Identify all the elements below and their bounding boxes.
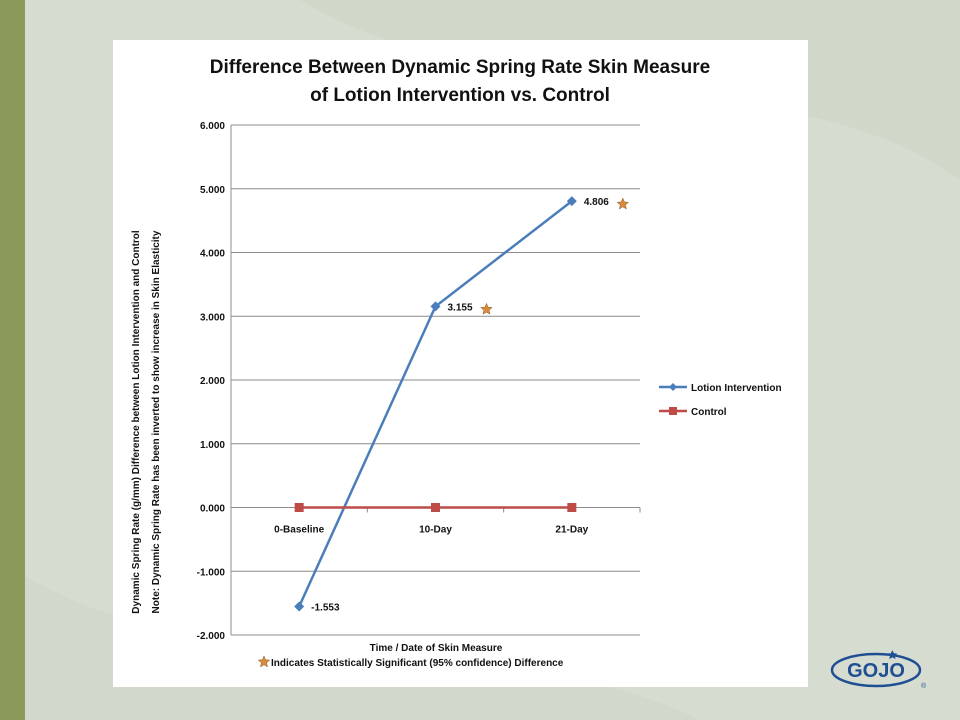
data-point-diamond: [430, 301, 441, 312]
y-tick-label: 5.000: [200, 185, 225, 196]
gojo-logo: GOJO ®: [830, 650, 927, 690]
series-group: [294, 196, 577, 612]
legend: Lotion Intervention Control: [659, 383, 782, 418]
line-chart: Difference Between Dynamic Spring Rate S…: [131, 57, 782, 669]
data-point-square: [294, 503, 304, 512]
y-axis-title-line-1: Dynamic Spring Rate (g/mm) Difference be…: [131, 230, 142, 614]
y-tick-label: 1.000: [200, 440, 225, 451]
logo-text: GOJO: [847, 660, 905, 682]
x-category-label: 0-Baseline: [274, 525, 324, 536]
y-axis-ticks: 6.000 5.000 4.000 3.000 2.000 1.000 0.000 -1.00…: [197, 121, 226, 642]
data-point-diamond: [566, 196, 577, 207]
y-tick-label: 2.000: [200, 376, 225, 387]
data-labels: -1.553 3.155 4.806: [311, 197, 609, 613]
x-category-label: 21-Day: [555, 525, 588, 536]
significance-stars: [480, 197, 630, 315]
footnote-text: Indicates Statistically Significant (95%…: [271, 658, 564, 669]
y-tick-label: 3.000: [200, 312, 225, 323]
y-tick-label: -1.000: [197, 567, 226, 578]
logo-registered-mark: ®: [921, 682, 927, 690]
y-tick-label: 6.000: [200, 121, 225, 132]
y-tick-label: 0.000: [200, 504, 225, 515]
series-line: [298, 200, 573, 608]
x-axis-title: Time / Date of Skin Measure: [370, 643, 503, 654]
footnote-star-icon: [257, 655, 271, 668]
chart-panel: Difference Between Dynamic Spring Rate S…: [113, 40, 808, 687]
significance-star-icon: [616, 197, 630, 210]
x-category-label: 10-Day: [419, 525, 452, 536]
gridlines: [230, 124, 640, 636]
y-tick-label: -2.000: [197, 631, 226, 642]
data-label: -1.553: [311, 603, 340, 614]
chart-title-line-1: Difference Between Dynamic Spring Rate S…: [210, 57, 711, 78]
data-label: 4.806: [584, 197, 609, 208]
chart-title-line-2: of Lotion Intervention vs. Control: [310, 85, 610, 106]
legend-marker-square: [669, 407, 677, 415]
y-tick-label: 4.000: [200, 249, 225, 260]
legend-marker-diamond: [669, 383, 677, 391]
data-point-diamond: [294, 601, 305, 612]
left-accent-bar: [0, 0, 25, 720]
legend-label: Control: [691, 407, 727, 418]
legend-label: Lotion Intervention: [691, 383, 782, 394]
data-point-square: [431, 503, 440, 512]
star-icon: [257, 655, 271, 668]
significance-star-icon: [480, 302, 493, 315]
data-label: 3.155: [448, 302, 473, 313]
y-axis-title-line-2: Note: Dynamic Spring Rate has been inver…: [151, 230, 162, 613]
data-point-square: [567, 503, 577, 512]
